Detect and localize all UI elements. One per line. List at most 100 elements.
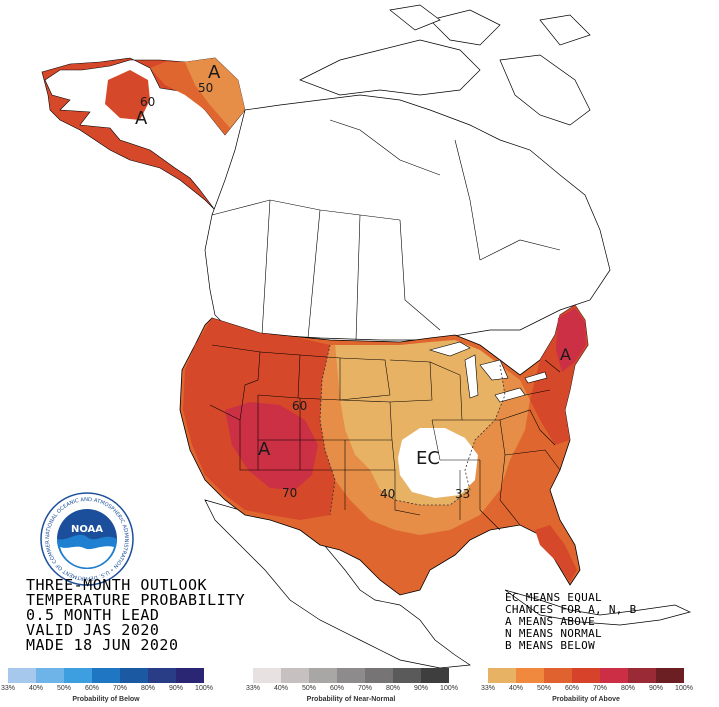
scale-normal-title: Probability of Near-Normal [306, 696, 396, 703]
scale-above-tick: 100% [675, 685, 693, 692]
alaska-region [41, 57, 246, 211]
alaska-a2-label: A [208, 62, 221, 83]
scale-above-tick: 40% [508, 685, 524, 692]
west-a-label: A [258, 439, 271, 460]
legend-note-4: N MEANS NORMAL [505, 627, 602, 640]
c33-label: 33 [455, 487, 470, 501]
scale-above-swatch [488, 668, 516, 683]
scale-normal-swatch [309, 668, 337, 683]
scale-normal: 33% 40% 50% 60% 70% 80% 90% 100% Probability of… [246, 668, 458, 706]
scale-normal-swatch [253, 668, 281, 683]
scale-normal-tick: 40% [273, 685, 289, 692]
us-state-lines [209, 344, 561, 531]
ec-label: EC [416, 448, 440, 469]
scale-below-tick: 70% [112, 685, 128, 692]
scale-normal-tick: 33% [245, 685, 261, 692]
scale-above-swatch [628, 668, 656, 683]
scale-normal-swatch [393, 668, 421, 683]
title-line-4: VALID JAS 2020 [26, 621, 160, 639]
florida-60-zone [535, 525, 577, 582]
scale-above-tick: 60% [564, 685, 580, 692]
scale-below-tick: 60% [84, 685, 100, 692]
scale-normal-tick: 90% [413, 685, 429, 692]
c60-label: 60 [292, 399, 307, 413]
legend-note-5: B MEANS BELOW [505, 639, 595, 652]
legend-notes: EC MEANS EQUAL CHANCES FOR A, N, B A MEA… [505, 592, 637, 652]
scale-below-swatch [64, 668, 92, 683]
scale-normal-tick: 70% [357, 685, 373, 692]
conus-40-zone [320, 345, 530, 535]
canada-outline [204, 4, 611, 341]
mexico-outline [204, 499, 692, 669]
scale-below-tick: 90% [168, 685, 184, 692]
scale-below-swatches [8, 668, 204, 683]
conus-region [179, 304, 589, 596]
alaska-60-label: 60 [140, 95, 155, 109]
scale-below-tick: 80% [140, 685, 156, 692]
scale-above-ticks: 33% 40% 50% 60% 70% 80% 90% 100% [481, 685, 693, 695]
east-a-label: A [560, 345, 571, 364]
scale-below-tick: 33% [0, 685, 16, 692]
scale-above-tick: 33% [480, 685, 496, 692]
legend-note-1: EC MEANS EQUAL [505, 591, 602, 604]
scale-normal-swatches [253, 668, 449, 683]
scale-above: 33% 40% 50% 60% 70% 80% 90% 100% Probability of… [481, 668, 693, 706]
northeast-70-zone [556, 308, 586, 372]
legend-note-3: A MEANS ABOVE [505, 615, 595, 628]
scale-above-title: Probability of Above [552, 696, 620, 703]
scale-above-tick: 50% [536, 685, 552, 692]
scale-below-tick: 50% [56, 685, 72, 692]
scale-above-swatch [544, 668, 572, 683]
scale-above-swatch [656, 668, 684, 683]
scale-below: 33% 40% 50% 60% 70% 80% 90% 100% Probability of… [1, 668, 213, 706]
scale-normal-tick: 100% [440, 685, 458, 692]
scale-below-swatch [176, 668, 204, 683]
scale-above-swatch [572, 668, 600, 683]
map-labels: A A 50 60 A 60 70 40 33 EC A [135, 62, 571, 501]
scale-above-tick: 90% [648, 685, 664, 692]
scale-normal-swatch [337, 668, 365, 683]
c70-label: 70 [282, 486, 297, 500]
title-line-3: 0.5 MONTH LEAD [26, 606, 160, 624]
canada-province-lines [211, 119, 561, 341]
legend-note-2: CHANCES FOR A, N, B [505, 603, 637, 616]
scale-above-tick: 80% [620, 685, 636, 692]
title-line-5: MADE 18 JUN 2020 [26, 636, 179, 654]
scale-normal-swatch [365, 668, 393, 683]
great-lakes [428, 341, 548, 403]
conus-70-zone [225, 402, 318, 490]
scale-below-swatch [36, 668, 64, 683]
alaska-70-zone [105, 70, 150, 120]
noaa-logo: NATIONAL OCEANIC AND ATMOSPHERIC ADMINIS… [40, 492, 134, 586]
c40-label: 40 [380, 487, 395, 501]
title-line-1: THREE-MONTH OUTLOOK [26, 576, 208, 594]
scale-normal-tick: 50% [301, 685, 317, 692]
title-block: THREE-MONTH OUTLOOK TEMPERATURE PROBABIL… [26, 578, 245, 653]
scale-above-swatches [488, 668, 684, 683]
title-line-2: TEMPERATURE PROBABILITY [26, 591, 246, 609]
scale-normal-ticks: 33% 40% 50% 60% 70% 80% 90% 100% [246, 685, 458, 695]
scale-normal-tick: 60% [329, 685, 345, 692]
scale-below-tick: 40% [28, 685, 44, 692]
ec-zone [398, 428, 478, 498]
scale-below-swatch [8, 668, 36, 683]
scale-above-swatch [600, 668, 628, 683]
alaska-a1-label: A [135, 108, 148, 129]
scale-below-title: Probability of Below [72, 696, 140, 703]
alaska-40-zone [185, 58, 245, 128]
scale-below-swatch [92, 668, 120, 683]
scale-normal-swatch [421, 668, 449, 683]
contour-lines [319, 344, 506, 516]
logo-text: NOAA [71, 524, 103, 535]
scale-below-swatch [148, 668, 176, 683]
scale-above-tick: 70% [592, 685, 608, 692]
scale-normal-tick: 80% [385, 685, 401, 692]
scale-below-ticks: 33% 40% 50% 60% 70% 80% 90% 100% [1, 685, 213, 695]
scale-normal-swatch [281, 668, 309, 683]
scale-below-tick: 100% [195, 685, 213, 692]
alaska-50-label: 50 [198, 81, 213, 95]
scale-below-swatch [120, 668, 148, 683]
scale-above-swatch [516, 668, 544, 683]
